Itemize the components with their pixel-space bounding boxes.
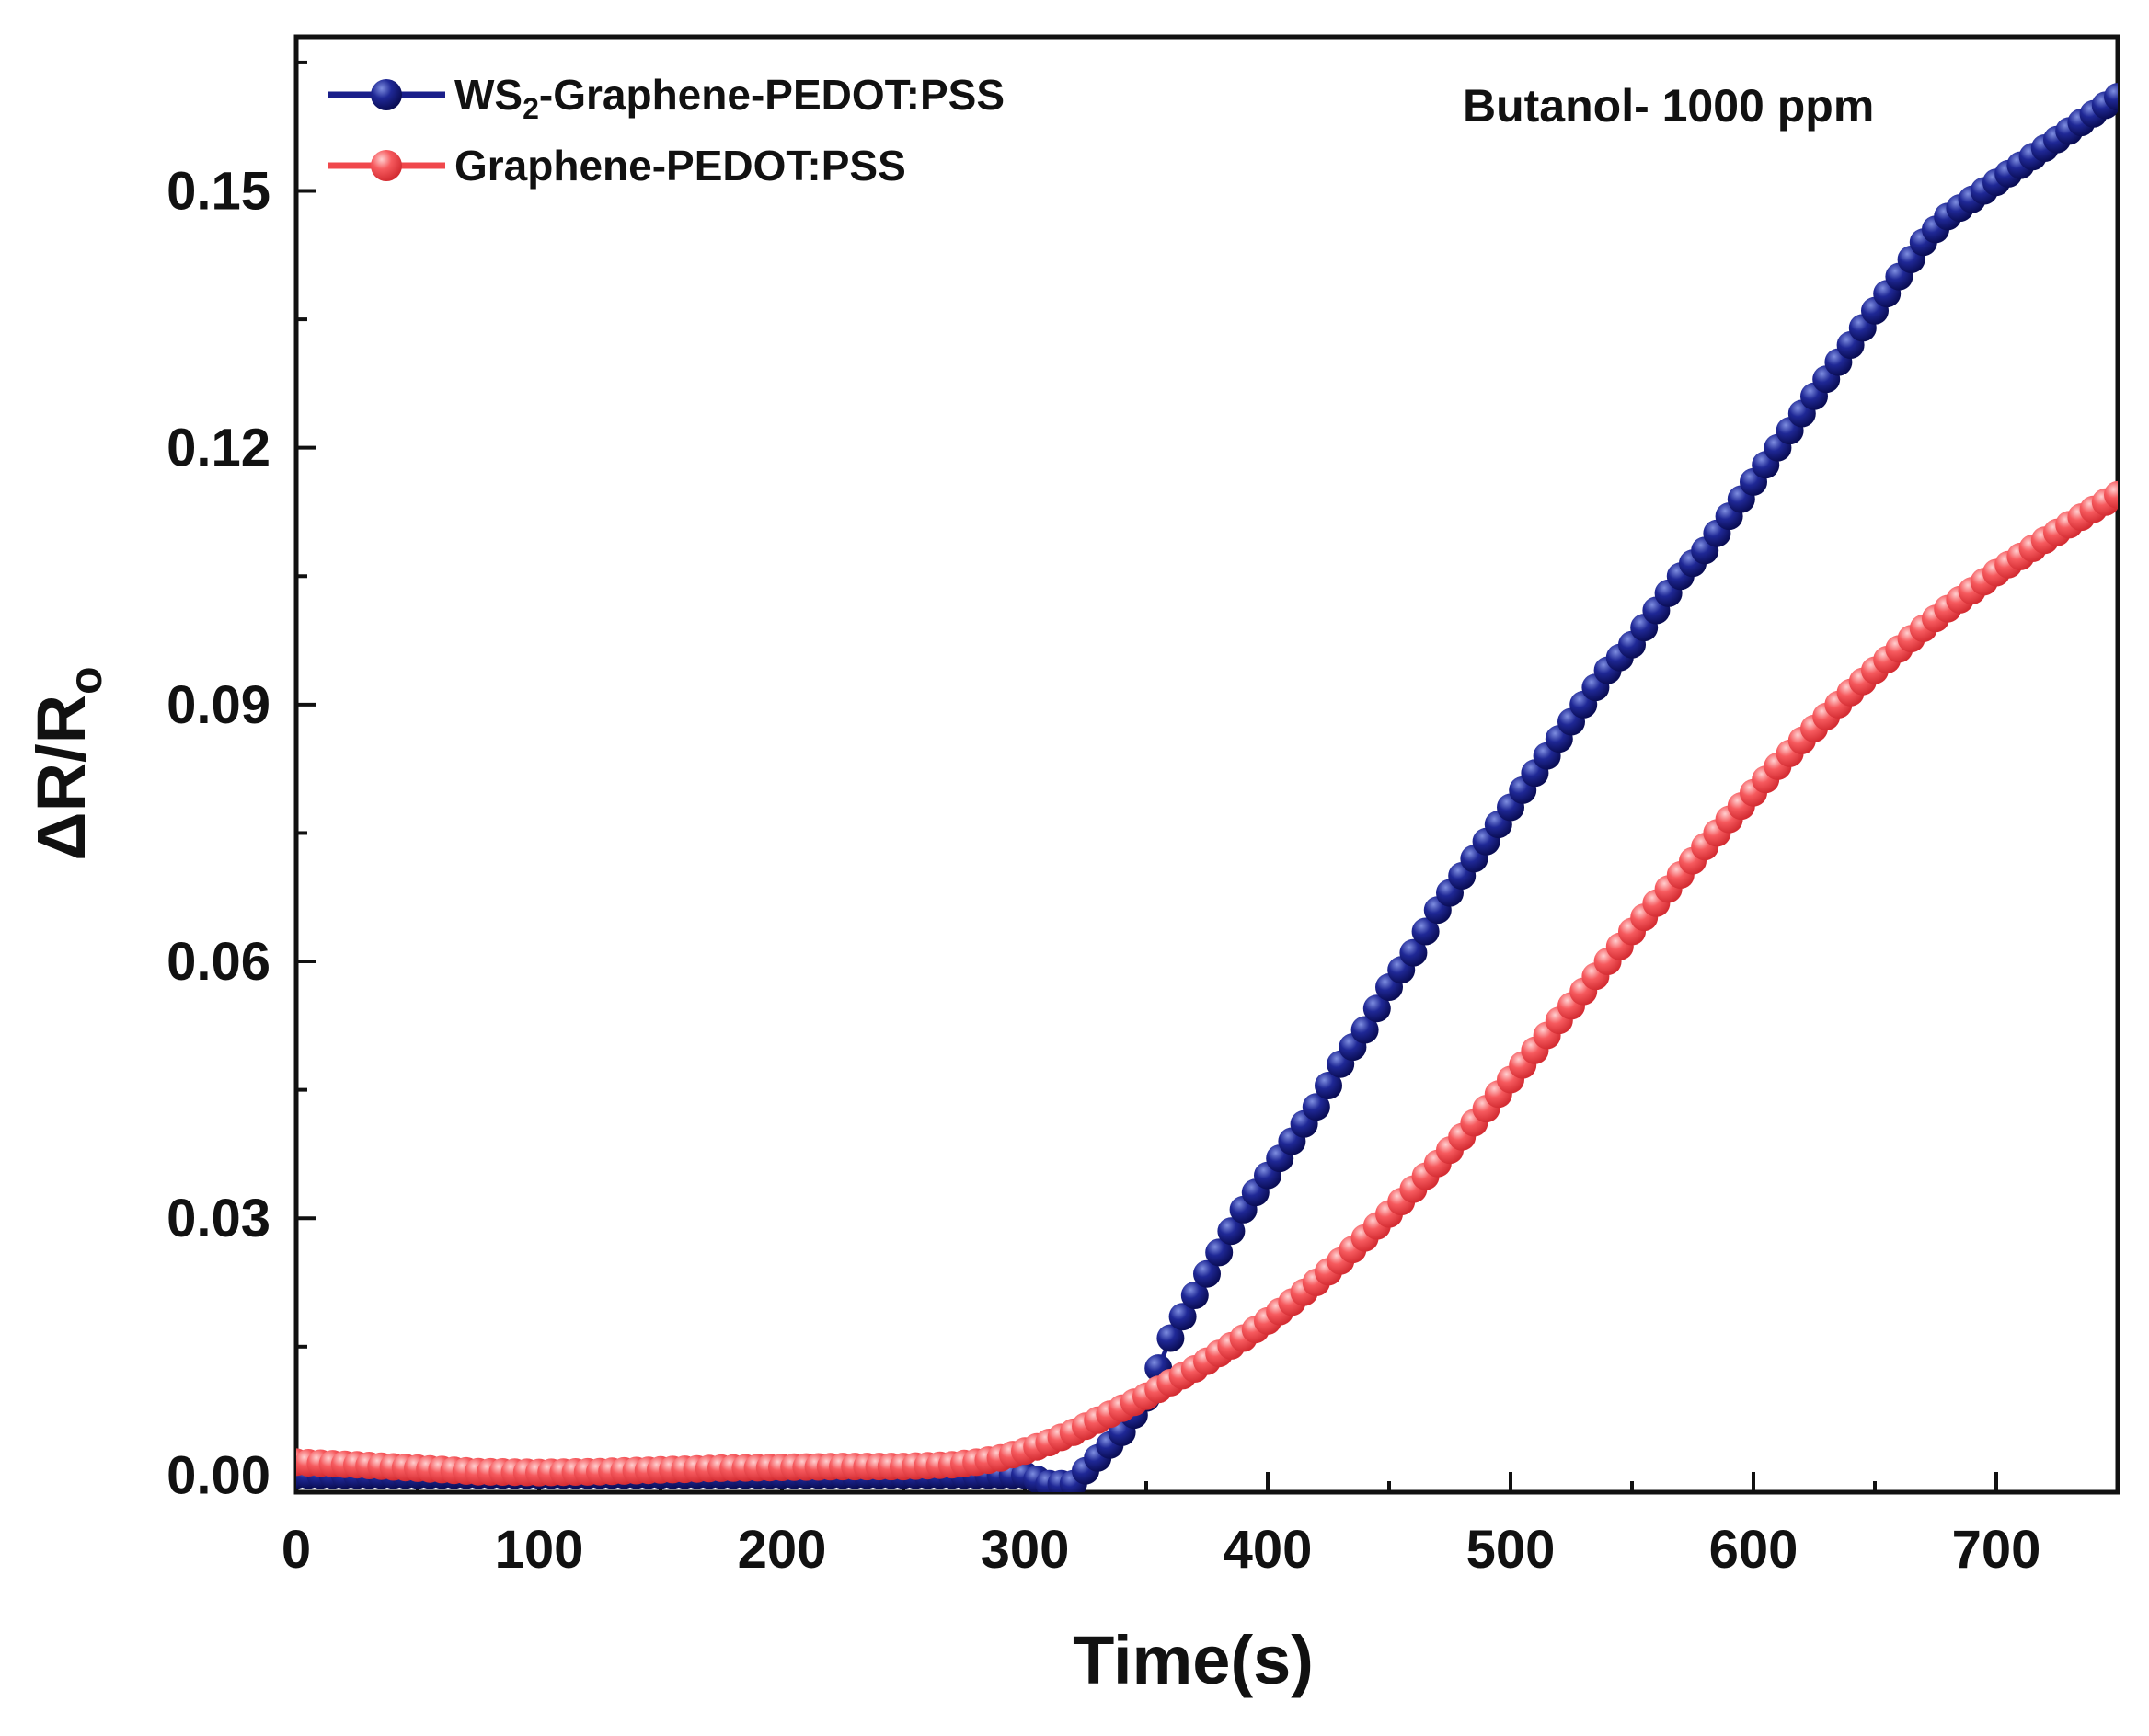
y-tick-label: 0.15: [167, 162, 270, 222]
y-axis-title-sub: o: [60, 666, 111, 695]
data-point: [1362, 994, 1391, 1023]
chart-annotation: Butanol- 1000 ppm: [1463, 80, 1874, 132]
y-tick-label: 0.12: [167, 419, 270, 478]
y-tick-label: 0.09: [167, 675, 270, 735]
legend-label-ws2-main: WS: [454, 71, 523, 119]
series-layer: [296, 83, 2118, 1492]
data-point: [2104, 83, 2118, 111]
data-point: [1168, 1303, 1197, 1331]
plot-frame: [293, 34, 2120, 1495]
y-axis-title-main: ΔR/R: [23, 695, 99, 861]
legend-marker-graphene: [371, 150, 402, 181]
data-point: [1302, 1093, 1330, 1121]
x-tick-label: 500: [1466, 1520, 1556, 1580]
data-point: [1350, 1016, 1379, 1044]
x-tick-label: 200: [738, 1520, 827, 1580]
data-point: [1217, 1217, 1246, 1246]
data-point: [1411, 917, 1440, 946]
y-axis-title: ΔR/Ro: [23, 666, 111, 860]
x-axis-ticks: 0 100 200 300 400 500 600 700: [282, 1472, 2120, 1580]
series-graphene-pedot-pss: [296, 480, 2118, 1487]
legend-entry-ws2: WS2-Graphene-PEDOT:PSS: [328, 71, 1005, 125]
x-tick-label: 600: [1709, 1520, 1798, 1580]
legend-label-ws2-sub: 2: [523, 92, 539, 125]
data-point: [1205, 1238, 1234, 1267]
data-point: [1315, 1072, 1342, 1099]
y-tick-label: 0.03: [167, 1189, 270, 1248]
x-tick-label: 100: [495, 1520, 584, 1580]
data-point: [1399, 938, 1428, 967]
legend-label-graphene: Graphene-PEDOT:PSS: [454, 142, 906, 190]
data-point: [2104, 480, 2118, 509]
data-point: [1193, 1259, 1221, 1288]
x-tick-label: 400: [1224, 1520, 1313, 1580]
legend-label-ws2: WS2-Graphene-PEDOT:PSS: [454, 71, 1005, 125]
x-tick-label: 300: [981, 1520, 1070, 1580]
data-point: [1180, 1282, 1209, 1309]
x-axis-title: Time(s): [1073, 1622, 1314, 1698]
legend-label-ws2-rest: -Graphene-PEDOT:PSS: [539, 71, 1005, 119]
data-point: [1156, 1324, 1185, 1352]
y-tick-label: 0.06: [167, 932, 270, 992]
legend-entry-graphene: Graphene-PEDOT:PSS: [328, 142, 906, 190]
series-line: [296, 492, 2118, 1476]
x-tick-label: 700: [1952, 1520, 2041, 1580]
legend: WS2-Graphene-PEDOT:PSS Graphene-PEDOT:PS…: [328, 71, 1005, 190]
x-tick-label: 0: [282, 1520, 311, 1580]
legend-marker-ws2: [371, 79, 402, 110]
series-ws2-graphene-pedot-pss: [296, 83, 2118, 1492]
y-tick-label: 0.00: [167, 1445, 270, 1505]
y-axis-ticks: 0.00 0.03 0.06 0.09 0.12 0.15: [167, 60, 316, 1505]
